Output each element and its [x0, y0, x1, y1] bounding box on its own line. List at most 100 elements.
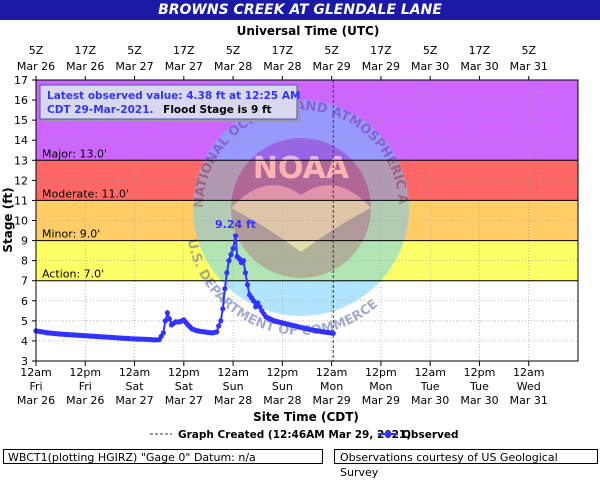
x-tick-time: 12pm [267, 366, 299, 379]
top-tick-hour: 5Z [324, 44, 339, 57]
top-tick-date: Mar 27 [115, 60, 153, 73]
observed-point [251, 298, 257, 304]
x-tick-time: 12pm [464, 366, 496, 379]
top-axis-ticks: 5Z Mar 26 17Z Mar 26 5Z Mar 27 17Z Mar 27 5Z Mar … [17, 44, 548, 80]
observed-point [330, 330, 336, 336]
x-tick-date: Mar 27 [165, 394, 203, 407]
x-tick-day: Mon [369, 380, 392, 393]
y-axis-ticks: 3 4 5 6 7 8 9 10 11 12 13 14 15 16 17 [14, 74, 36, 368]
top-tick-date: Mar 26 [66, 60, 104, 73]
y-axis-label: Stage (ft) [1, 187, 15, 252]
flood-band-label-major: Major: 13.0' [42, 147, 107, 160]
top-tick-date: Mar 30 [411, 60, 449, 73]
observed-point [222, 286, 228, 292]
legend-observed-swatch-dot [384, 430, 392, 438]
top-tick-hour: 17Z [74, 44, 96, 57]
top-tick-date: Mar 31 [510, 60, 548, 73]
y-tick-label: 13 [14, 154, 28, 167]
observed-point [230, 246, 236, 252]
y-tick-label: 7 [21, 275, 28, 288]
observed-point [162, 318, 168, 324]
flood-band-labels: Action: 7.0' Minor: 9.0' Moderate: 11.0' Ma… [42, 147, 129, 280]
x-tick-date: Mar 26 [66, 394, 104, 407]
observed-point [164, 310, 170, 316]
x-tick-date: Mar 26 [17, 394, 55, 407]
top-tick-date: Mar 28 [214, 60, 252, 73]
x-tick-day: Tue [420, 380, 440, 393]
y-tick-label: 14 [14, 134, 28, 147]
observed-point [226, 258, 232, 264]
latest-value-line2: CDT 29-Mar-2021. Flood Stage is 9 ft [47, 104, 272, 116]
y-tick-label: 17 [14, 74, 28, 87]
observed-point [218, 318, 224, 324]
latest-value-date: CDT 29-Mar-2021. [47, 104, 154, 116]
x-tick-time: 12pm [168, 366, 200, 379]
x-tick-time: 12am [513, 366, 544, 379]
x-tick-day: Wed [517, 380, 541, 393]
x-tick-date: Mar 30 [460, 394, 498, 407]
x-tick-day: Sat [126, 380, 145, 393]
x-tick-day: Sun [272, 380, 293, 393]
latest-value-box-panel [39, 84, 298, 120]
y-tick-label: 5 [21, 315, 28, 328]
x-tick-date: Mar 29 [362, 394, 400, 407]
x-tick-date: Mar 27 [115, 394, 153, 407]
y-tick-label: 10 [14, 215, 28, 228]
noaa-logo-text: NOAA [253, 151, 350, 186]
x-tick-time: 12am [119, 366, 150, 379]
y-tick-label: 8 [21, 255, 28, 268]
observed-point [233, 233, 239, 239]
top-tick-hour: 5Z [226, 44, 241, 57]
x-tick-time: 12am [316, 366, 347, 379]
observed-point [257, 304, 263, 310]
peak-label: 9.24 ft [215, 218, 256, 231]
y-tick-label: 15 [14, 114, 28, 127]
flood-stage-text: Flood Stage is 9 ft [163, 104, 271, 116]
top-tick-date: Mar 27 [165, 60, 203, 73]
top-tick-date: Mar 28 [263, 60, 301, 73]
observed-point [236, 256, 242, 262]
x-tick-date: Mar 29 [313, 394, 351, 407]
x-tick-date: Mar 31 [510, 394, 548, 407]
footer-credit: Observations courtesy of US Geological S… [334, 449, 598, 479]
top-tick-date: Mar 29 [362, 60, 400, 73]
y-tick-label: 9 [21, 235, 28, 248]
flood-band-label-action: Action: 7.0' [42, 268, 104, 281]
flood-band-label-minor: Minor: 9.0' [42, 228, 100, 241]
noaa-emblem-gull [231, 185, 371, 252]
top-tick-hour: 17Z [272, 44, 294, 57]
top-tick-hour: 5Z [29, 44, 44, 57]
x-tick-time: 12am [20, 366, 51, 379]
observed-point [255, 300, 261, 306]
y-tick-label: 11 [14, 194, 28, 207]
top-tick-hour: 5Z [127, 44, 142, 57]
plot-area: NOAA NATIONAL OCEANIC AND ATMOSPHERIC AD… [0, 20, 579, 362]
legend-created-label: Graph Created (12:46AM Mar 29, 2021) [178, 429, 411, 441]
chart-title: BROWNS CREEK AT GLENDALE LANE [0, 0, 600, 20]
x-tick-time: 12am [414, 366, 445, 379]
top-tick-date: Mar 26 [17, 60, 55, 73]
x-tick-date: Mar 30 [411, 394, 449, 407]
top-tick-date: Mar 30 [460, 60, 498, 73]
x-tick-day: Sun [223, 380, 244, 393]
x-tick-day: Sat [175, 380, 194, 393]
flood-threshold-lines [36, 159, 578, 282]
legend: Graph Created (12:46AM Mar 29, 2021) Obs… [150, 429, 458, 441]
top-axis-title: Universal Time (UTC) [237, 24, 380, 38]
top-tick-hour: 17Z [173, 44, 195, 57]
observed-point [224, 270, 230, 276]
flood-band-label-moderate: Moderate: 11.0' [42, 187, 129, 200]
x-tick-day: Mon [320, 380, 343, 393]
y-tick-label: 3 [21, 355, 28, 368]
top-tick-hour: 17Z [370, 44, 392, 57]
observed-series [33, 233, 336, 343]
x-tick-time: 12pm [365, 366, 397, 379]
observed-point [242, 270, 248, 276]
top-tick-hour: 17Z [469, 44, 491, 57]
y-tick-label: 6 [21, 295, 28, 308]
x-tick-date: Mar 28 [263, 394, 301, 407]
observed-point [216, 323, 222, 329]
legend-observed-label: Observed [402, 429, 458, 441]
y-tick-label: 4 [21, 335, 28, 348]
